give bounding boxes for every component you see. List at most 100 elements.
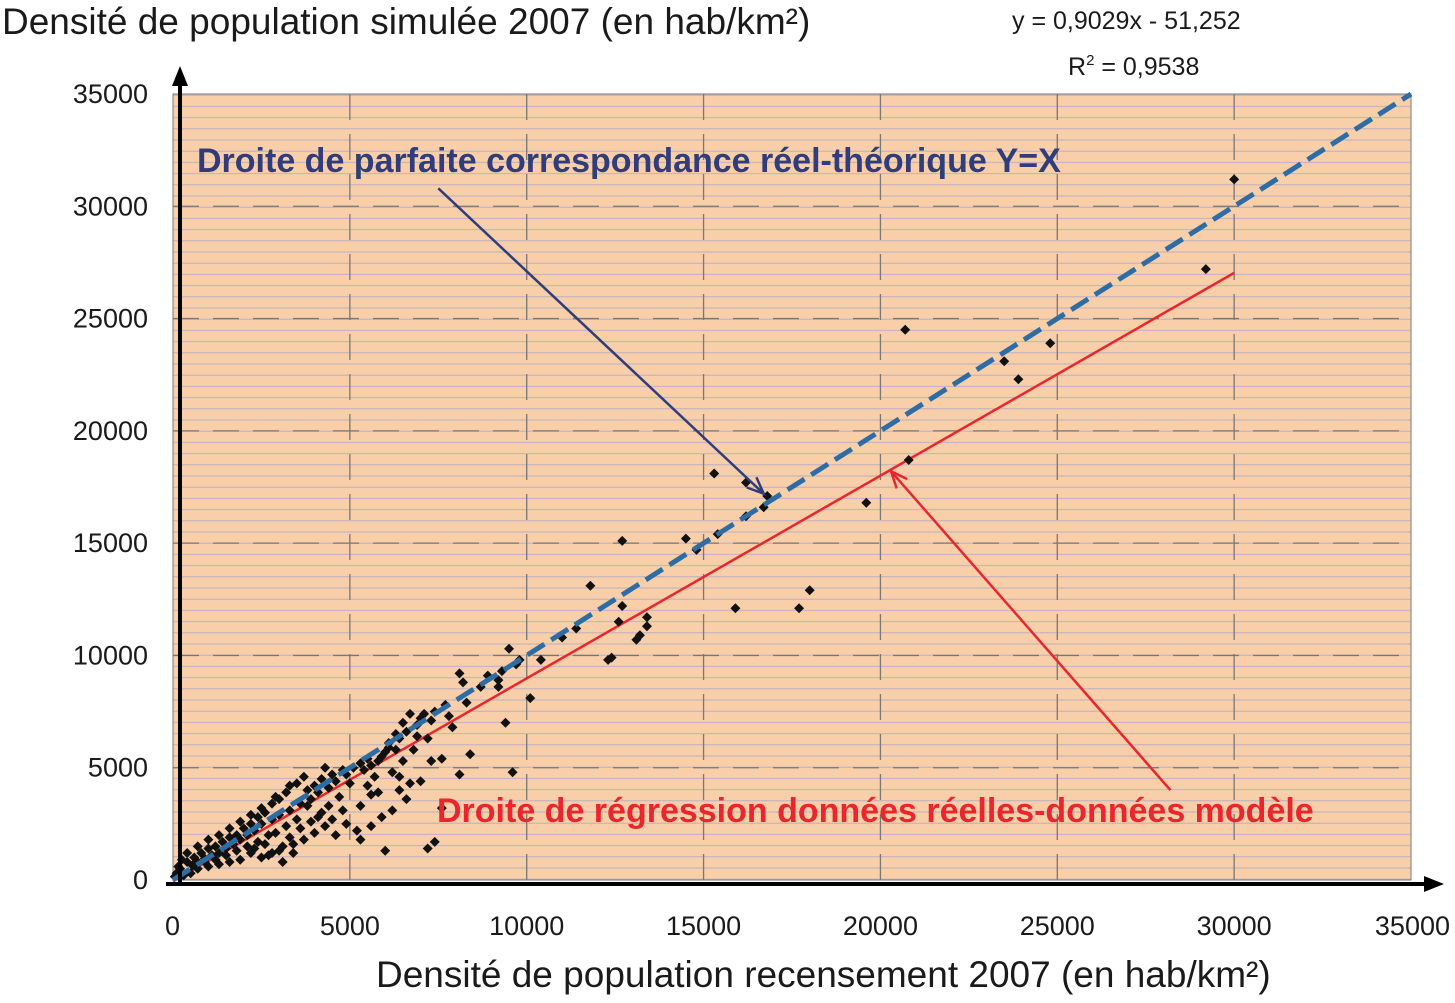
data-point — [380, 845, 391, 856]
data-point — [235, 834, 246, 845]
data-point — [1045, 338, 1056, 349]
x-tick-label: 20000 — [843, 911, 918, 941]
data-point — [313, 812, 324, 823]
data-point — [387, 767, 398, 778]
data-point — [284, 832, 295, 843]
data-point — [245, 809, 256, 820]
data-point — [436, 803, 447, 814]
gridlines — [173, 94, 1411, 880]
x-tick-label: 0 — [165, 911, 180, 941]
data-point — [355, 834, 366, 845]
data-point — [603, 654, 614, 665]
data-point — [804, 585, 815, 596]
data-point — [397, 755, 408, 766]
data-point — [861, 497, 872, 508]
data-point — [341, 818, 352, 829]
data-point — [235, 816, 246, 827]
regression-line-label: Droite de régression données réelles-don… — [437, 792, 1314, 830]
data-point — [182, 848, 193, 859]
data-point — [277, 857, 288, 868]
data-point — [613, 616, 624, 627]
y-tick-label: 10000 — [73, 640, 148, 670]
data-point — [422, 733, 433, 744]
data-point — [288, 848, 299, 859]
data-point — [900, 324, 911, 335]
data-point — [426, 715, 437, 726]
data-point — [284, 805, 295, 816]
data-point — [295, 823, 306, 834]
data-point — [327, 814, 338, 825]
identity-line-group — [171, 91, 1413, 883]
data-point — [500, 717, 511, 728]
data-point — [298, 834, 309, 845]
data-point — [256, 803, 267, 814]
data-point — [249, 843, 260, 854]
data-point — [641, 612, 652, 623]
data-point — [465, 749, 476, 760]
data-point — [362, 780, 373, 791]
data-point — [903, 455, 914, 466]
data-point — [323, 800, 334, 811]
data-point — [408, 744, 419, 755]
data-point — [320, 821, 331, 832]
identity-line — [171, 91, 1413, 883]
data-point — [401, 794, 412, 805]
data-point — [291, 814, 302, 825]
data-point — [504, 643, 515, 654]
data-point — [187, 860, 198, 871]
y-tick-label: 35000 — [73, 79, 148, 109]
data-point — [355, 800, 366, 811]
regression-equation: y = 0,9029x - 51,252 — [1012, 7, 1241, 35]
data-point — [344, 778, 355, 789]
data-point — [493, 681, 504, 692]
r-squared-value: = 0,9538 — [1094, 53, 1199, 81]
x-tick-label: 5000 — [320, 911, 380, 941]
regression-annotation-arrow — [890, 470, 1172, 791]
data-point — [366, 760, 377, 771]
data-point — [281, 787, 292, 798]
data-point — [401, 726, 412, 737]
data-point — [394, 771, 405, 782]
data-point — [270, 827, 281, 838]
y-tick-label: 15000 — [73, 528, 148, 558]
data-point — [281, 821, 292, 832]
data-point — [235, 854, 246, 865]
data-point — [794, 603, 805, 614]
data-point — [585, 580, 596, 591]
data-point — [412, 731, 423, 742]
x-tick-label: 25000 — [1020, 911, 1095, 941]
x-tick-label: 15000 — [666, 911, 741, 941]
data-point — [288, 839, 299, 850]
data-point — [327, 769, 338, 780]
data-point — [730, 603, 741, 614]
data-point — [263, 850, 274, 861]
data-point — [404, 708, 415, 719]
data-point — [617, 601, 628, 612]
data-point — [454, 668, 465, 679]
y-tick-label: 5000 — [88, 753, 148, 783]
x-tick-label: 35000 — [1375, 911, 1450, 941]
data-point — [436, 753, 447, 764]
data-point — [270, 791, 281, 802]
y-tick-label: 30000 — [73, 191, 148, 221]
data-point — [641, 621, 652, 632]
data-point — [259, 839, 270, 850]
x-axis-arrowhead — [1424, 876, 1444, 892]
data-point — [203, 843, 214, 854]
data-point — [443, 711, 454, 722]
data-point — [1013, 374, 1024, 385]
data-point — [617, 535, 628, 546]
y-axis-arrowhead — [172, 66, 188, 86]
data-points — [169, 174, 1240, 882]
y-tick-label: 0 — [133, 865, 148, 895]
data-point — [330, 830, 341, 841]
r-squared-exponent: 2 — [1086, 52, 1094, 69]
data-point — [387, 805, 398, 816]
r-squared-prefix: R — [1068, 53, 1086, 81]
data-point — [1229, 174, 1240, 185]
data-point — [203, 834, 214, 845]
data-point — [320, 762, 331, 773]
annotation-arrows — [437, 187, 1172, 791]
data-point — [458, 677, 469, 688]
